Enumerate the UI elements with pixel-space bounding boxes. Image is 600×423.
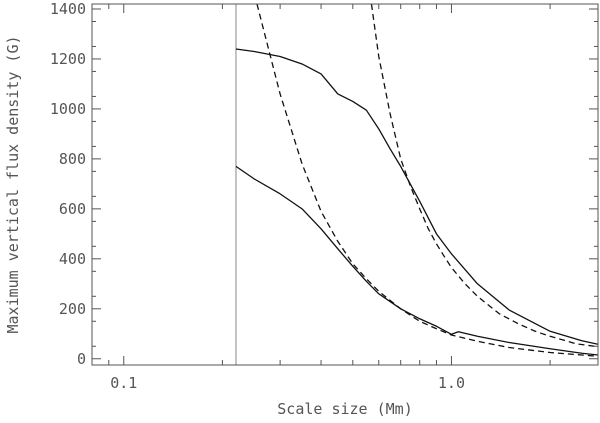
x-axis-label: Scale size (Mm): [277, 400, 412, 418]
axes: 0 200 400 600 800 1000 1200 1400 0.1 1.0: [50, 0, 599, 392]
y-tick-label: 1000: [50, 100, 86, 118]
y-tick-label: 400: [59, 250, 86, 268]
y-tick-label: 0: [77, 350, 86, 368]
series-line-2-solid: [235, 165, 598, 356]
y-tick-label: 1200: [50, 50, 86, 68]
plot-frame: [91, 3, 599, 366]
series-line-3-dashed: [256, 4, 598, 357]
y-tick-label: 200: [59, 300, 86, 318]
y-tick-label: 600: [59, 200, 86, 218]
y-axis-label: Maximum vertical flux density (G): [4, 35, 22, 333]
y-tick-label: 800: [59, 150, 86, 168]
y-tick-label: 1400: [50, 0, 86, 18]
x-tick-label: 0.1: [110, 374, 137, 392]
series-layer: [235, 4, 598, 357]
series-line-1-solid: [235, 48, 598, 345]
series-line-4-dashed: [370, 4, 598, 348]
x-tick-label: 1.0: [438, 374, 465, 392]
